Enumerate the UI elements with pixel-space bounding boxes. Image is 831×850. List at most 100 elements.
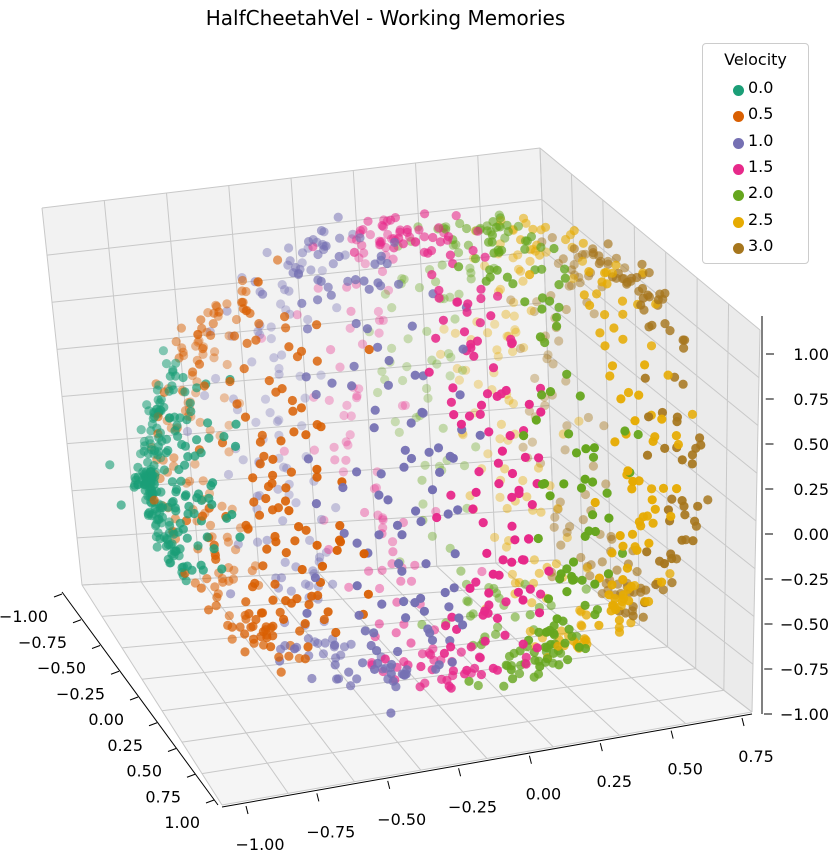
point-velocity-2.0 (417, 475, 427, 485)
point-velocity-2.5 (607, 548, 617, 558)
point-velocity-1.5 (446, 490, 456, 500)
point-velocity-3.0 (678, 379, 688, 389)
point-velocity-1.0 (284, 286, 294, 296)
point-velocity-0.5 (171, 337, 181, 347)
data-points (105, 209, 713, 718)
point-velocity-3.0 (642, 450, 653, 460)
point-velocity-1.0 (335, 233, 345, 243)
point-velocity-0.0 (170, 503, 180, 513)
point-velocity-0.5 (149, 495, 159, 505)
point-velocity-1.5 (507, 492, 517, 502)
point-velocity-1.5 (493, 291, 503, 301)
point-velocity-2.0 (539, 479, 550, 489)
point-velocity-1.0 (251, 417, 261, 427)
point-velocity-2.5 (495, 492, 505, 502)
point-velocity-1.5 (521, 652, 531, 663)
point-velocity-1.5 (456, 647, 466, 657)
point-velocity-1.0 (406, 418, 416, 428)
point-velocity-3.0 (565, 522, 575, 532)
point-velocity-0.5 (270, 579, 280, 589)
point-velocity-2.0 (580, 474, 590, 484)
point-velocity-0.0 (149, 412, 160, 422)
point-velocity-1.5 (377, 565, 387, 576)
point-velocity-2.5 (622, 563, 633, 573)
point-velocity-3.0 (548, 359, 558, 369)
point-velocity-0.5 (211, 601, 221, 611)
y-tick-label: 0.50 (667, 760, 703, 779)
point-velocity-2.5 (490, 319, 500, 329)
point-velocity-1.5 (417, 649, 428, 659)
point-velocity-1.0 (416, 516, 426, 527)
point-velocity-3.0 (703, 495, 713, 505)
point-velocity-2.5 (646, 341, 657, 351)
point-velocity-3.0 (530, 373, 540, 383)
point-velocity-0.5 (284, 342, 294, 352)
point-velocity-2.5 (525, 256, 535, 266)
point-velocity-2.5 (627, 484, 637, 494)
point-velocity-1.5 (472, 336, 482, 346)
point-velocity-0.5 (248, 473, 258, 483)
x-tick-label: 0.50 (126, 762, 162, 781)
point-velocity-0.5 (249, 497, 259, 507)
point-velocity-0.5 (317, 561, 328, 571)
point-velocity-3.0 (599, 421, 609, 431)
point-velocity-1.0 (425, 628, 435, 638)
point-velocity-2.0 (502, 272, 512, 282)
point-velocity-1.0 (291, 498, 301, 508)
point-velocity-2.5 (614, 627, 625, 637)
point-velocity-0.0 (167, 381, 177, 391)
point-velocity-1.5 (484, 588, 494, 598)
point-velocity-2.0 (394, 427, 404, 437)
point-velocity-1.0 (359, 276, 369, 286)
point-velocity-2.5 (461, 365, 471, 375)
point-velocity-0.0 (163, 445, 173, 456)
point-velocity-0.5 (312, 356, 322, 366)
point-velocity-2.0 (555, 574, 565, 584)
point-velocity-2.5 (592, 289, 602, 299)
point-velocity-1.5 (374, 619, 384, 629)
point-velocity-1.5 (482, 389, 493, 399)
point-velocity-1.5 (387, 559, 397, 569)
point-velocity-2.0 (495, 213, 505, 223)
point-velocity-0.0 (180, 460, 190, 470)
point-velocity-1.5 (465, 583, 475, 594)
point-velocity-0.5 (231, 545, 241, 555)
point-velocity-1.0 (331, 503, 341, 513)
point-velocity-1.5 (391, 628, 401, 638)
point-velocity-1.5 (536, 589, 546, 599)
point-velocity-1.0 (447, 657, 457, 667)
point-velocity-3.0 (687, 459, 697, 469)
point-velocity-1.5 (373, 306, 383, 317)
point-velocity-1.0 (362, 324, 372, 334)
point-velocity-3.0 (550, 512, 560, 522)
point-velocity-3.0 (564, 281, 574, 291)
point-velocity-1.0 (332, 303, 342, 313)
point-velocity-0.5 (323, 607, 333, 617)
point-velocity-1.0 (327, 378, 337, 388)
point-velocity-3.0 (678, 335, 688, 345)
point-velocity-1.5 (365, 230, 375, 240)
point-velocity-2.0 (455, 218, 465, 229)
y-tick-label: −1.00 (235, 835, 284, 850)
point-velocity-0.5 (212, 592, 222, 603)
point-velocity-1.0 (388, 676, 398, 686)
point-velocity-1.5 (466, 343, 476, 353)
point-velocity-0.5 (312, 320, 322, 330)
point-velocity-2.0 (537, 304, 547, 314)
point-velocity-1.5 (360, 507, 370, 518)
point-velocity-2.5 (647, 495, 657, 505)
point-velocity-1.5 (383, 285, 394, 295)
point-velocity-0.5 (261, 493, 271, 504)
point-velocity-2.5 (452, 363, 462, 374)
point-velocity-2.5 (607, 361, 618, 371)
point-velocity-1.5 (500, 630, 510, 640)
point-velocity-1.5 (468, 245, 478, 256)
point-velocity-1.5 (468, 504, 478, 514)
point-velocity-0.5 (274, 652, 284, 662)
legend-marker (733, 242, 744, 254)
point-velocity-2.0 (463, 597, 473, 607)
point-velocity-1.0 (328, 259, 338, 269)
point-velocity-1.0 (401, 613, 411, 623)
point-velocity-3.0 (632, 567, 642, 577)
point-velocity-1.5 (501, 597, 511, 607)
